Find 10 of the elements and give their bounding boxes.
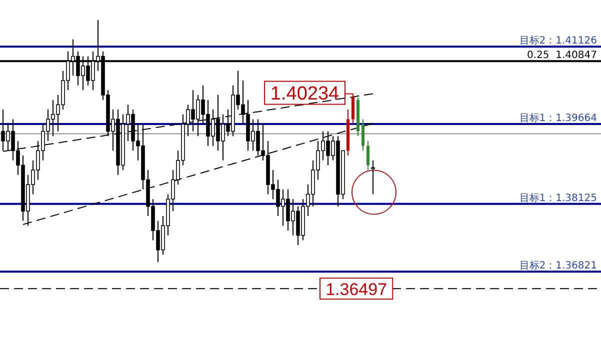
ref-line-label: 目标1：1.38125 <box>519 192 597 204</box>
annotation: 1.40234 <box>270 83 340 104</box>
candlestick <box>366 140 370 171</box>
text: 1.36497 <box>326 280 388 300</box>
ref-line-label: 目标2：1.36821 <box>519 260 597 272</box>
ref-line-label: 目标1：1.39664 <box>519 112 597 124</box>
candlestick <box>371 160 375 195</box>
candlestick <box>362 118 364 152</box>
ref-line-label: 目标2：1.41126 <box>519 34 597 47</box>
text: 0.25 1.40847 <box>527 50 597 62</box>
